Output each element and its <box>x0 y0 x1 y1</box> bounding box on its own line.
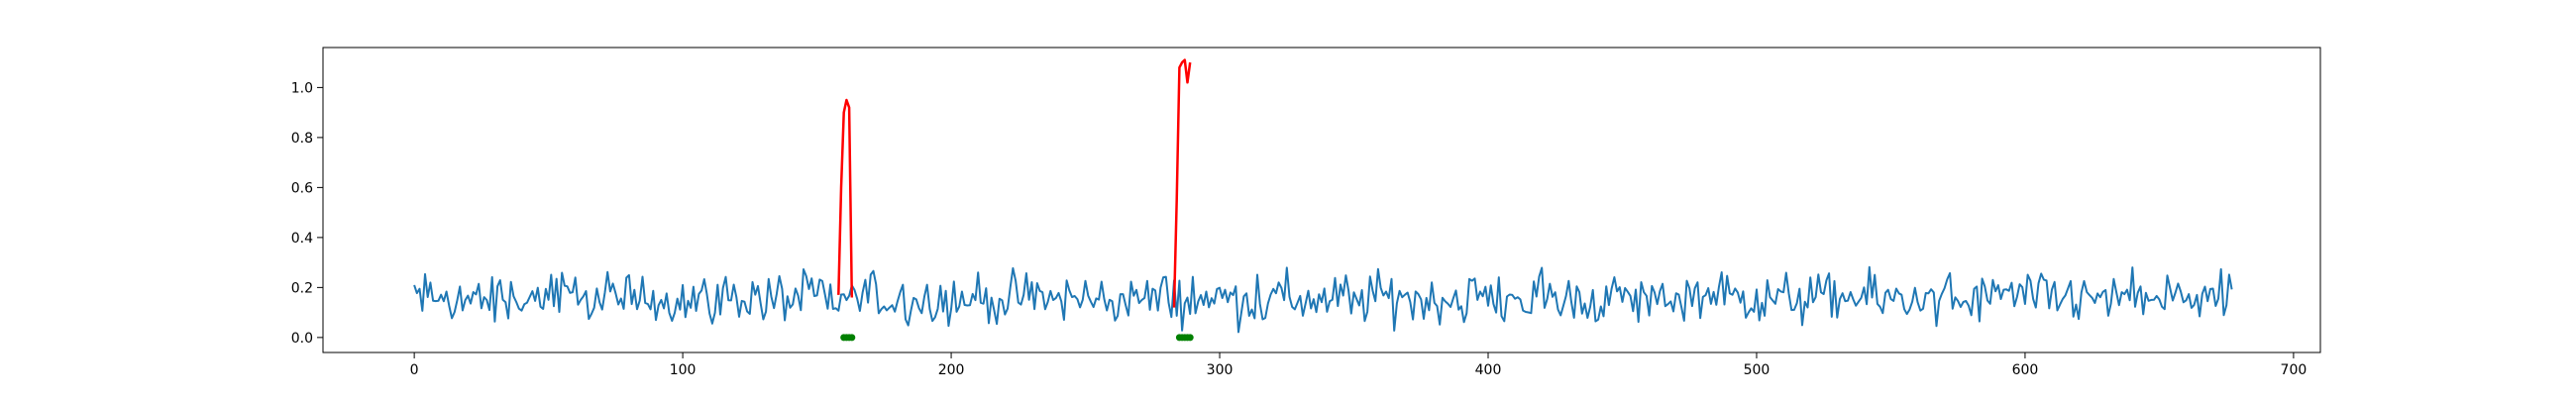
y-tick-label: 0.4 <box>291 231 313 247</box>
x-tick-label: 300 <box>1207 362 1234 378</box>
x-tick-label: 500 <box>1744 362 1771 378</box>
x-tick-label: 400 <box>1475 362 1502 378</box>
y-tick-label: 1.0 <box>291 80 313 96</box>
x-tick-label: 700 <box>2281 362 2308 378</box>
axis-ticks: 0 100 200 300 400 500 600 700 0.0 0.2 0.4 0.6 0.8 1.0 <box>291 80 2308 378</box>
y-tick-label: 0.0 <box>291 331 313 347</box>
x-tick-label: 100 <box>670 362 697 378</box>
x-tick-label: 600 <box>2012 362 2039 378</box>
y-tick-label: 0.2 <box>291 280 313 296</box>
anomaly-series-line <box>837 98 854 298</box>
series-lines <box>413 58 2233 342</box>
signal-series-line <box>413 265 2233 334</box>
y-tick-label: 0.6 <box>291 180 313 196</box>
plot-frame <box>322 47 2321 353</box>
anomaly-marker-point <box>848 334 856 342</box>
anomaly-series-line <box>1172 58 1192 308</box>
x-tick-label: 200 <box>938 362 965 378</box>
y-tick-label: 0.8 <box>291 131 313 147</box>
x-tick-label: 0 <box>410 362 419 378</box>
anomaly-marker-point <box>1186 334 1194 342</box>
